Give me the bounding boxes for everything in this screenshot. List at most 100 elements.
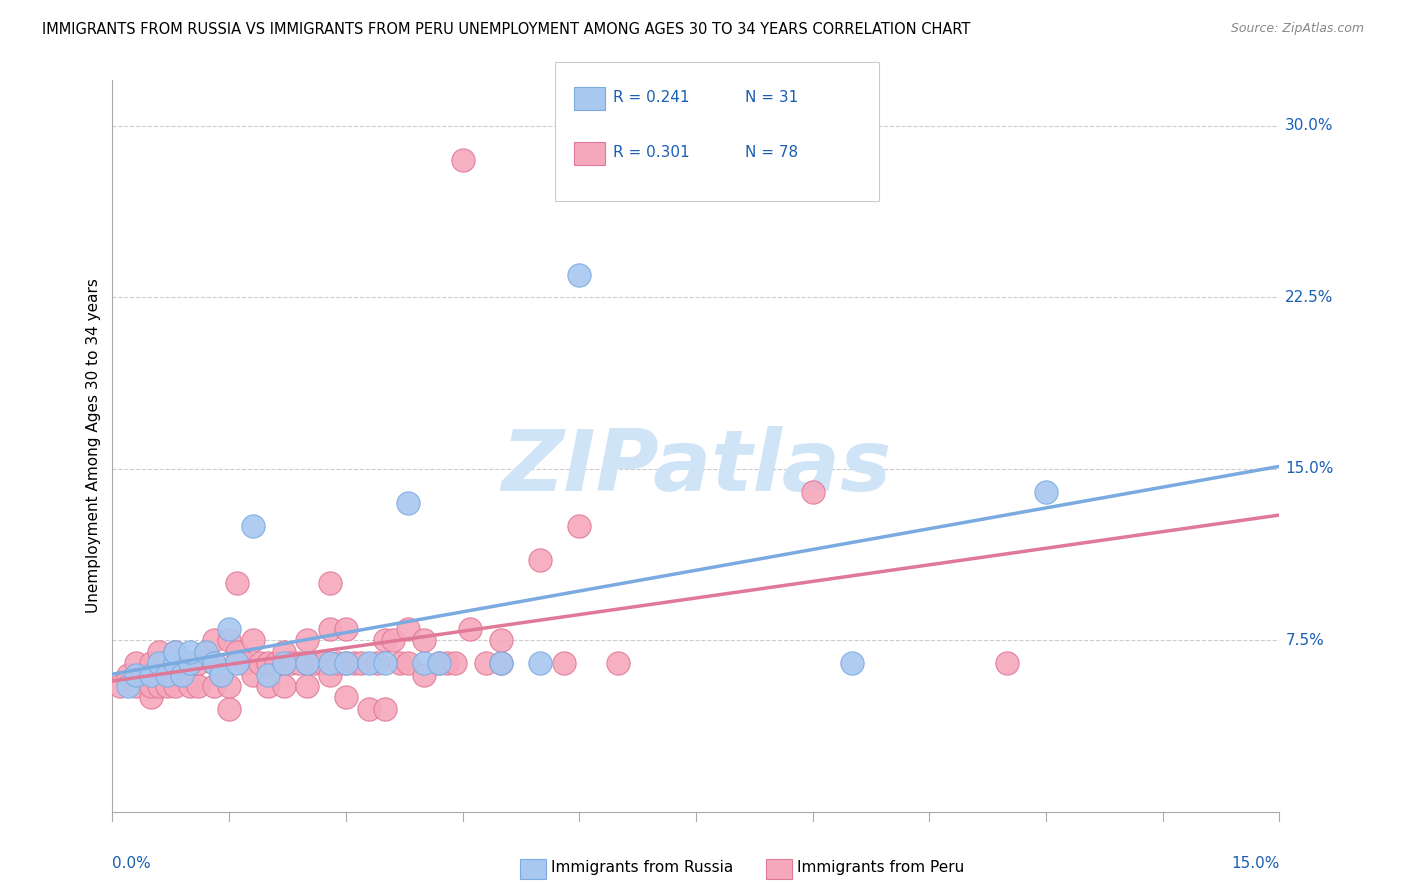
Point xyxy=(179,656,201,670)
Point xyxy=(607,656,630,670)
Point xyxy=(218,633,240,648)
Point xyxy=(141,690,163,705)
Point xyxy=(218,679,240,693)
Point xyxy=(374,633,396,648)
Point xyxy=(156,679,179,693)
Point xyxy=(841,656,863,670)
Point xyxy=(110,679,132,693)
Point xyxy=(491,656,513,670)
Point xyxy=(194,645,217,659)
Point xyxy=(125,679,148,693)
Point xyxy=(187,656,209,670)
Point xyxy=(148,656,170,670)
Point xyxy=(443,656,465,670)
Point xyxy=(396,656,419,670)
Point xyxy=(179,679,201,693)
Point xyxy=(374,656,396,670)
Point xyxy=(350,656,373,670)
Point xyxy=(319,656,342,670)
Point xyxy=(218,622,240,636)
Point xyxy=(273,645,295,659)
Point xyxy=(460,622,482,636)
Point xyxy=(209,667,232,681)
Point xyxy=(117,667,139,681)
Point xyxy=(412,667,434,681)
Point xyxy=(163,645,186,659)
Point xyxy=(280,656,302,670)
Text: Immigrants from Peru: Immigrants from Peru xyxy=(797,861,965,875)
Point xyxy=(172,667,194,681)
Point xyxy=(117,679,139,693)
Point xyxy=(264,656,287,670)
Point xyxy=(209,667,232,681)
Point xyxy=(326,656,349,670)
Text: 7.5%: 7.5% xyxy=(1285,632,1324,648)
Point xyxy=(148,679,170,693)
Point xyxy=(335,622,357,636)
Point xyxy=(163,645,186,659)
Point xyxy=(427,656,450,670)
Point xyxy=(412,656,434,670)
Text: N = 31: N = 31 xyxy=(745,90,799,104)
Point xyxy=(553,656,575,670)
Point xyxy=(226,656,249,670)
Point xyxy=(242,519,264,533)
Point xyxy=(172,667,194,681)
Point xyxy=(202,633,225,648)
Text: IMMIGRANTS FROM RUSSIA VS IMMIGRANTS FROM PERU UNEMPLOYMENT AMONG AGES 30 TO 34 : IMMIGRANTS FROM RUSSIA VS IMMIGRANTS FRO… xyxy=(42,22,970,37)
Point xyxy=(273,679,295,693)
Point xyxy=(359,702,381,716)
Point xyxy=(156,667,179,681)
Point xyxy=(304,656,326,670)
Point xyxy=(343,656,366,670)
Point xyxy=(226,576,249,591)
Point xyxy=(335,656,357,670)
Text: R = 0.241: R = 0.241 xyxy=(613,90,689,104)
Point xyxy=(218,702,240,716)
Point xyxy=(319,576,342,591)
Text: 15.0%: 15.0% xyxy=(1232,855,1279,871)
Point xyxy=(335,656,357,670)
Text: Source: ZipAtlas.com: Source: ZipAtlas.com xyxy=(1230,22,1364,36)
Text: Immigrants from Russia: Immigrants from Russia xyxy=(551,861,734,875)
Point xyxy=(381,633,404,648)
Point xyxy=(366,656,388,670)
Text: 15.0%: 15.0% xyxy=(1285,461,1334,476)
Point xyxy=(172,656,194,670)
Point xyxy=(202,679,225,693)
Point xyxy=(141,667,163,681)
Text: ZIPatlas: ZIPatlas xyxy=(501,426,891,509)
Point xyxy=(295,633,318,648)
Point xyxy=(179,645,201,659)
Point xyxy=(132,667,155,681)
Text: N = 78: N = 78 xyxy=(745,145,799,160)
Point xyxy=(1035,484,1057,499)
Y-axis label: Unemployment Among Ages 30 to 34 years: Unemployment Among Ages 30 to 34 years xyxy=(86,278,101,614)
Point xyxy=(427,656,450,670)
Point xyxy=(412,633,434,648)
Point xyxy=(187,679,209,693)
Point xyxy=(288,656,311,670)
Point xyxy=(295,656,318,670)
Point xyxy=(374,702,396,716)
Text: 30.0%: 30.0% xyxy=(1285,119,1334,134)
Point xyxy=(568,268,591,282)
Point xyxy=(568,519,591,533)
Point xyxy=(529,553,551,567)
Point xyxy=(995,656,1018,670)
Point xyxy=(125,667,148,681)
Point xyxy=(226,645,249,659)
Point xyxy=(396,622,419,636)
Point xyxy=(311,656,333,670)
Point xyxy=(163,656,186,670)
Point xyxy=(335,690,357,705)
Point xyxy=(529,656,551,670)
Point xyxy=(202,656,225,670)
Point xyxy=(141,656,163,670)
Text: R = 0.301: R = 0.301 xyxy=(613,145,689,160)
Point xyxy=(801,484,824,499)
Text: 22.5%: 22.5% xyxy=(1285,290,1334,305)
Point xyxy=(451,153,474,168)
Point xyxy=(257,656,280,670)
Point xyxy=(257,667,280,681)
